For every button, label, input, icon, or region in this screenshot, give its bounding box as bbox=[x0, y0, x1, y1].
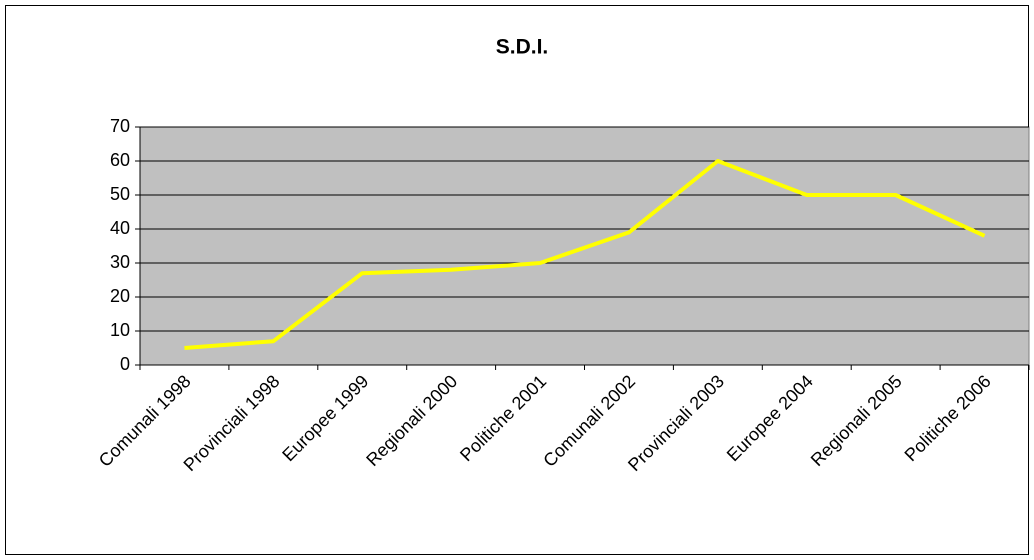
y-tick-label: 20 bbox=[110, 286, 130, 306]
y-tick-label: 40 bbox=[110, 218, 130, 238]
y-tick-label: 60 bbox=[110, 150, 130, 170]
y-tick-label: 0 bbox=[120, 354, 130, 374]
y-tick-label: 10 bbox=[110, 320, 130, 340]
y-tick-label: 70 bbox=[110, 116, 130, 136]
series-line bbox=[184, 159, 986, 350]
y-tick-label: 30 bbox=[110, 252, 130, 272]
y-tick-label: 50 bbox=[110, 184, 130, 204]
chart-title: S.D.I. bbox=[496, 36, 549, 59]
